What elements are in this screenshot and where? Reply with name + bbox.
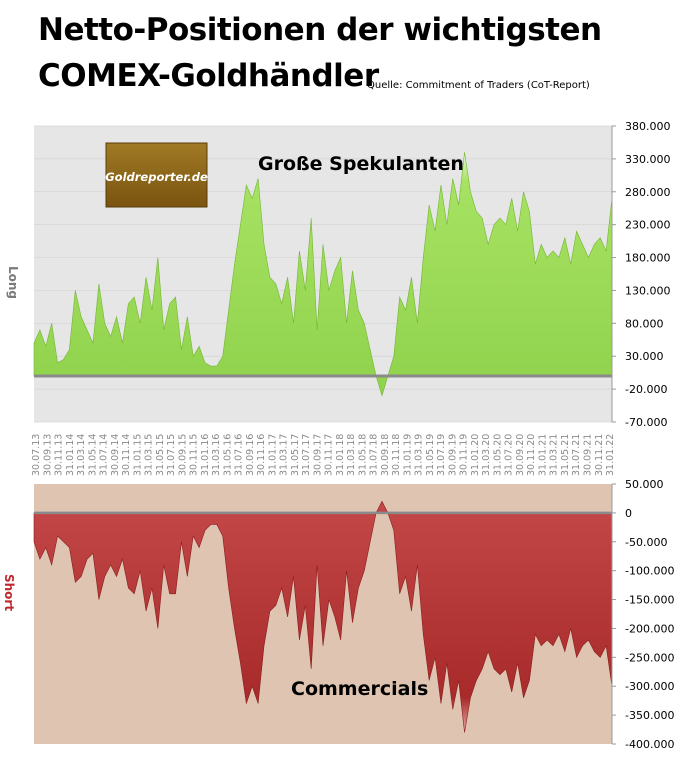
x-tick-label: 31.05.16 bbox=[222, 434, 233, 476]
x-tick-label: 30.11.20 bbox=[526, 434, 537, 476]
x-tick-label: 30.09.20 bbox=[515, 434, 526, 476]
top-y-tick-label: 130.000 bbox=[625, 284, 671, 297]
x-tick-label: 31.01.16 bbox=[200, 434, 211, 476]
x-tick-label: 31.03.16 bbox=[211, 434, 222, 476]
x-tick-label: 30.09.19 bbox=[447, 434, 458, 476]
top-y-tick-label: 230.000 bbox=[625, 219, 671, 232]
x-tick-label: 30.09.16 bbox=[245, 434, 256, 476]
chart-title-line1: Netto-Positionen der wichtigsten bbox=[38, 12, 602, 48]
x-tick-label: 30.11.17 bbox=[324, 434, 335, 476]
x-tick-label: 31.01.20 bbox=[470, 434, 481, 476]
bottom-y-tick-label: -100.000 bbox=[625, 565, 674, 578]
x-tick-label: 31.03.15 bbox=[144, 434, 155, 476]
x-tick-label: 31.07.18 bbox=[369, 434, 380, 476]
chart-title-line2: COMEX-Goldhändler bbox=[38, 58, 379, 94]
x-tick-label: 30.11.18 bbox=[391, 434, 402, 476]
x-tick-label: 31.01.22 bbox=[605, 434, 616, 476]
top-y-tick-label: 280.000 bbox=[625, 186, 671, 199]
large-speculators-area bbox=[33, 152, 613, 397]
x-tick-label: 30.11.19 bbox=[459, 434, 470, 476]
x-tick-label: 31.01.19 bbox=[402, 434, 413, 476]
long-side-label: Long bbox=[6, 266, 20, 299]
x-tick-label: 31.01.21 bbox=[537, 434, 548, 476]
x-tick-label: 31.05.19 bbox=[425, 434, 436, 476]
top-y-tick-label: 330.000 bbox=[625, 153, 671, 166]
series-label-commercials: Commercials bbox=[291, 678, 428, 700]
x-tick-label: 31.07.17 bbox=[301, 434, 312, 476]
x-tick-label: 30.09.17 bbox=[312, 434, 323, 476]
top-y-tick-label: 30.000 bbox=[625, 350, 664, 363]
short-side-label: Short bbox=[2, 574, 16, 611]
bottom-y-tick-label: -200.000 bbox=[625, 622, 674, 635]
top-y-tick-label: 180.000 bbox=[625, 252, 671, 265]
x-tick-label: 30.11.15 bbox=[189, 434, 200, 476]
x-tick-label: 31.05.14 bbox=[87, 434, 98, 476]
source-note: Quelle: Commitment of Traders (CoT-Repor… bbox=[367, 80, 590, 91]
top-y-tick-label: -70.000 bbox=[625, 416, 667, 429]
commercials-area bbox=[33, 500, 613, 733]
x-tick-label: 31.05.17 bbox=[290, 434, 301, 476]
x-tick-label: 31.07.15 bbox=[166, 434, 177, 476]
x-tick-label: 31.03.14 bbox=[76, 434, 87, 476]
bottom-y-tick-label: -50.000 bbox=[625, 536, 667, 549]
x-tick-label: 31.07.14 bbox=[99, 434, 110, 476]
x-tick-label: 30.11.21 bbox=[594, 434, 605, 476]
x-tick-label: 31.05.18 bbox=[357, 434, 368, 476]
x-tick-label: 31.07.20 bbox=[504, 434, 515, 476]
x-tick-label: 31.05.21 bbox=[560, 434, 571, 476]
x-tick-label: 31.03.17 bbox=[279, 434, 290, 476]
x-tick-label: 31.01.15 bbox=[132, 434, 143, 476]
x-tick-label: 31.03.21 bbox=[549, 434, 560, 476]
x-tick-label: 31.03.19 bbox=[414, 434, 425, 476]
bottom-y-tick-label: -400.000 bbox=[625, 738, 674, 751]
top-y-tick-label: 380.000 bbox=[625, 120, 671, 133]
x-tick-label: 30.09.13 bbox=[42, 434, 53, 476]
x-tick-label: 30.11.14 bbox=[121, 434, 132, 476]
bottom-y-tick-label: -150.000 bbox=[625, 594, 674, 607]
goldreporter-logo: Goldreporter.de bbox=[105, 142, 208, 208]
top-y-tick-label: 80.000 bbox=[625, 317, 664, 330]
bottom-y-tick-label: -300.000 bbox=[625, 680, 674, 693]
x-tick-label: 30.09.21 bbox=[582, 434, 593, 476]
bottom-y-tick-label: -250.000 bbox=[625, 651, 674, 664]
bottom-y-tick-label: 0 bbox=[625, 507, 632, 520]
x-tick-label: 31.01.14 bbox=[65, 434, 76, 476]
x-tick-label: 31.07.21 bbox=[571, 434, 582, 476]
top-x-ticks: 30.07.13 30.09.13 30.11.13 31.01.14 31.03.14… bbox=[31, 434, 616, 476]
x-tick-label: 31.05.20 bbox=[492, 434, 503, 476]
x-tick-label: 31.01.18 bbox=[335, 434, 346, 476]
series-label-large-speculators: Große Spekulanten bbox=[258, 153, 464, 175]
x-tick-label: 30.09.15 bbox=[177, 434, 188, 476]
bottom-y-tick-label: 50.000 bbox=[625, 478, 664, 491]
bottom-y-tick-label: -350.000 bbox=[625, 709, 674, 722]
x-tick-label: 30.07.13 bbox=[31, 434, 42, 476]
x-tick-label: 31.01.17 bbox=[267, 434, 278, 476]
top-y-tick-label: -20.000 bbox=[625, 383, 667, 396]
x-tick-label: 31.03.20 bbox=[481, 434, 492, 476]
x-tick-label: 30.09.18 bbox=[380, 434, 391, 476]
x-tick-label: 31.03.18 bbox=[346, 434, 357, 476]
x-tick-label: 31.05.15 bbox=[155, 434, 166, 476]
top-y-ticks: -70.000 -20.000 30.000 80.000 130.000 180.000… bbox=[612, 120, 671, 429]
x-tick-label: 30.11.16 bbox=[256, 434, 267, 476]
x-tick-label: 30.09.14 bbox=[110, 434, 121, 476]
bottom-y-ticks: -400.000 -350.000 -300.000 -250.000 -200.000… bbox=[612, 478, 674, 751]
x-tick-label: 31.07.19 bbox=[436, 434, 447, 476]
x-tick-label: 30.11.13 bbox=[54, 434, 65, 476]
x-tick-label: 31.07.16 bbox=[234, 434, 245, 476]
logo-text: Goldreporter.de bbox=[105, 170, 208, 184]
